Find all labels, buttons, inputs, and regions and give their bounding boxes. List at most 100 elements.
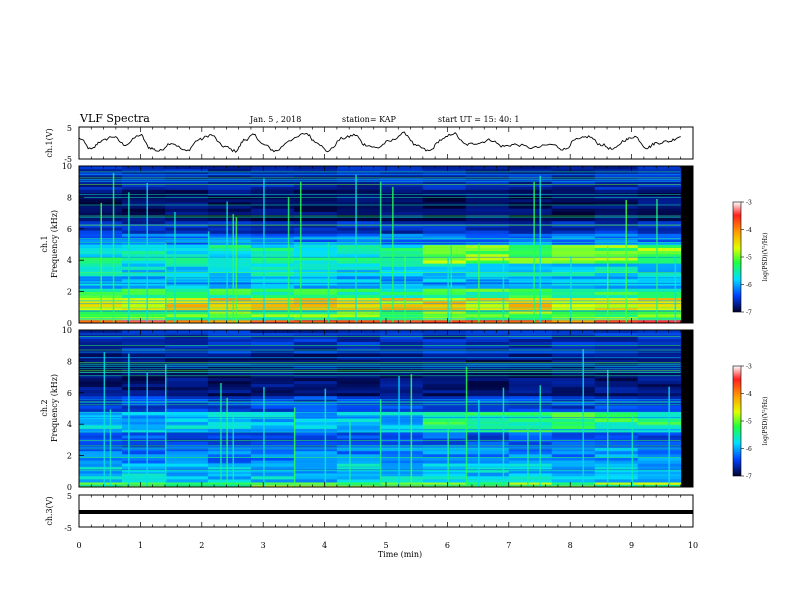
spectrogram-cell — [637, 291, 682, 295]
spectrogram-cell — [379, 457, 424, 461]
spectrogram-cell — [122, 168, 166, 173]
spectrogram-cell — [79, 171, 123, 176]
spectrogram-cell — [379, 214, 424, 219]
spectrogram-cell — [293, 288, 338, 292]
spectrogram-cell — [79, 463, 123, 467]
spectrogram-cell — [250, 227, 295, 231]
spectrogram-cell — [122, 347, 166, 351]
spectrogram-cell — [637, 463, 682, 467]
spectrogram-cell — [637, 476, 682, 480]
spectrogram-cell — [207, 383, 252, 388]
spectrogram-burst — [631, 415, 634, 487]
spectrogram-cell — [79, 392, 123, 397]
spectrogram-cell — [379, 441, 424, 445]
spectrogram-cell — [122, 392, 166, 397]
spectrogram-cell — [250, 247, 295, 251]
spectrogram-cell — [293, 301, 338, 305]
spectrogram-cell — [122, 383, 166, 388]
spectrogram-cell — [508, 307, 553, 311]
spectrogram-cell — [207, 399, 252, 403]
spectrogram-cell — [379, 171, 424, 176]
spectrogram-cell — [250, 321, 295, 324]
spectrogram-cell — [250, 310, 295, 314]
spectrogram-cell — [379, 353, 424, 357]
spectrogram-cell — [250, 356, 295, 360]
spectrogram-cell — [422, 199, 467, 203]
spectrogram-cell — [79, 380, 123, 385]
spectrogram-cell — [637, 338, 682, 342]
spectrogram-cell — [379, 476, 424, 480]
spectrogram-line — [79, 173, 681, 175]
spectrogram-cell — [508, 183, 553, 187]
spectrogram-cell — [250, 294, 295, 299]
spectrogram-burst — [349, 419, 351, 487]
spectrogram-cell — [250, 211, 295, 215]
spectrogram-cell — [122, 469, 166, 474]
spectrogram-cell — [594, 285, 639, 289]
spectrogram-cell — [293, 380, 338, 385]
spectrogram-cell — [508, 344, 553, 348]
spectrogram-cell — [594, 202, 639, 206]
spectrogram-cell — [637, 460, 682, 464]
spectrogram-cell — [551, 392, 596, 397]
spectrogram-line — [79, 307, 681, 309]
spectrogram-burst — [128, 192, 130, 323]
spectrogram-line — [79, 447, 681, 448]
spectrogram-cell — [122, 444, 166, 448]
spectrogram-cell — [165, 353, 209, 357]
spectrogram-cell — [379, 224, 424, 228]
spectrogram-cell — [293, 377, 338, 382]
spectrogram-cell — [250, 405, 295, 409]
spectrogram-cell — [79, 166, 123, 170]
spectrogram-cell — [465, 174, 510, 178]
spectrogram-cell — [594, 450, 639, 455]
spectrogram-cell — [250, 269, 295, 273]
spectrogram-cell — [551, 450, 596, 455]
spectrogram-cell — [422, 211, 467, 215]
spectrogram-cell — [165, 239, 209, 242]
spectrogram-cell — [379, 253, 424, 258]
spectrogram-burst — [300, 181, 302, 323]
spectrogram-cell — [336, 450, 381, 455]
spectrogram-cell — [165, 214, 209, 219]
colorbar-tick-label: -4 — [746, 391, 752, 398]
spectrogram-burst — [324, 388, 327, 487]
spectrogram-cell — [293, 421, 338, 426]
spectrogram-cell — [165, 371, 209, 375]
spectrogram-cell — [250, 432, 295, 436]
spectrogram-cell — [336, 457, 381, 461]
spectrogram-cell — [594, 279, 639, 283]
colorbar-tick-label: -5 — [746, 419, 752, 426]
spectrogram-cell — [336, 353, 381, 357]
spectrogram-cell — [465, 460, 510, 464]
spectrogram-cell — [465, 220, 510, 225]
spectrogram-cell — [165, 347, 209, 351]
spectrogram-cell — [207, 205, 252, 209]
spectrogram-cell — [508, 260, 553, 264]
spectrogram-cell — [165, 399, 209, 403]
spectrogram-cell — [422, 241, 467, 245]
spectrogram-cell — [293, 405, 338, 409]
spectrogram-cell — [207, 186, 252, 190]
spectrogram-cell — [594, 484, 639, 488]
spectrogram-cell — [165, 338, 209, 342]
spectrogram-burst — [355, 174, 357, 323]
spectrogram-cell — [336, 460, 381, 464]
spectrogram-cell — [207, 224, 252, 228]
spectrogram-cell — [508, 472, 553, 477]
spectrogram-cell — [336, 202, 381, 206]
spectrogram-cell — [594, 227, 639, 231]
spectrogram-cell — [465, 418, 510, 423]
spectrogram-cell — [594, 166, 639, 170]
spectrogram-cell — [594, 432, 639, 436]
spectrogram-cell — [508, 476, 553, 480]
spectrogram-cell — [422, 341, 467, 345]
spectrogram-ytick-label: 4 — [67, 256, 72, 265]
spectrogram-cell — [250, 174, 295, 178]
spectrogram-cell — [379, 168, 424, 173]
spectrogram-cell — [422, 386, 467, 391]
spectrogram-cell — [293, 269, 338, 273]
spectrogram-cell — [207, 408, 252, 412]
spectrogram-cell — [551, 202, 596, 206]
spectrogram-cell — [508, 463, 553, 467]
